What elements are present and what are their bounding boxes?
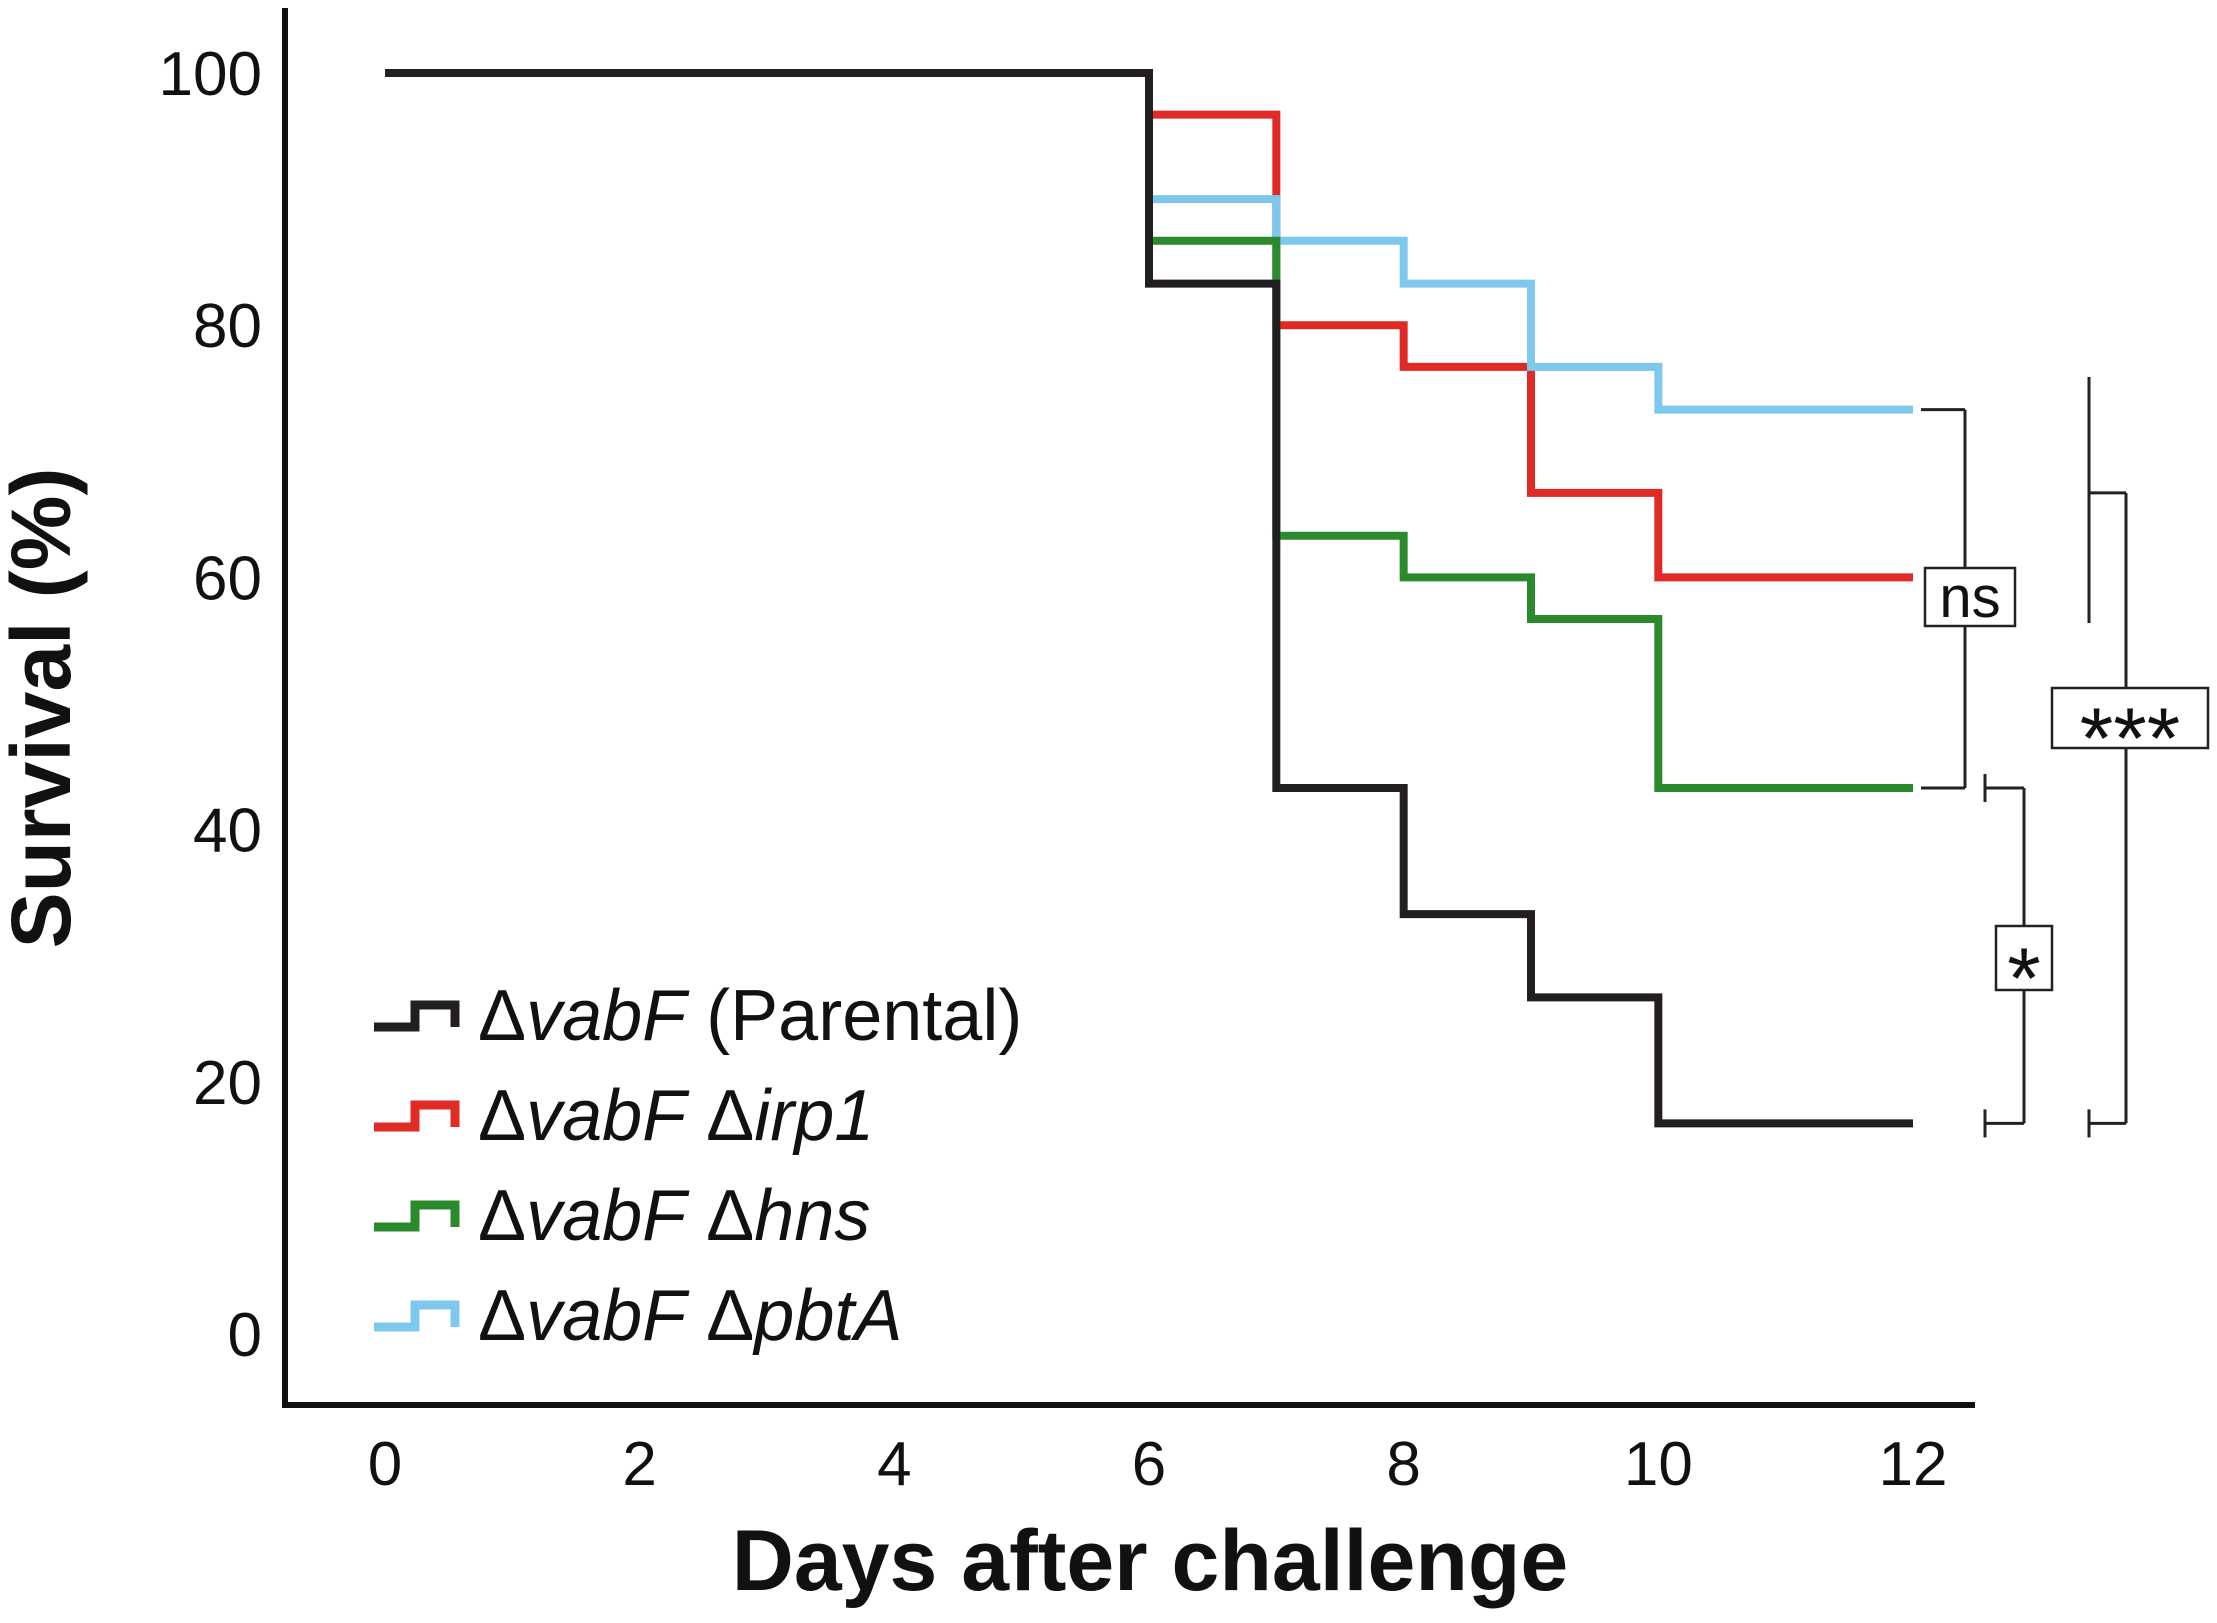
x-tick-label: 8 bbox=[1386, 1430, 1420, 1499]
legend-label: ΔvabF Δhns bbox=[478, 1176, 870, 1256]
significance-box bbox=[1994, 924, 2054, 992]
legend-label: ΔvabF Δirp1 bbox=[478, 1076, 874, 1156]
legend-label: ΔvabF (Parental) bbox=[478, 976, 1022, 1056]
y-tick-label: 100 bbox=[159, 40, 262, 109]
x-tick-label: 2 bbox=[622, 1430, 656, 1499]
legend-swatch bbox=[374, 1300, 460, 1332]
series-line bbox=[1149, 195, 1913, 414]
significance-box bbox=[1923, 566, 2017, 628]
significance-label: *** bbox=[2080, 691, 2180, 787]
series-layer bbox=[385, 69, 1913, 1128]
y-tick-label: 40 bbox=[193, 797, 262, 866]
y-tick-label: 80 bbox=[193, 292, 262, 361]
ticks-layer: 0 2 4 6 8 10 12 0 20 40 60 80 100 bbox=[159, 40, 1948, 1499]
legend-label: ΔvabF ΔpbtA bbox=[478, 1276, 902, 1356]
x-tick-label: 0 bbox=[368, 1430, 402, 1499]
series-line bbox=[385, 69, 1913, 1128]
y-tick-label: 60 bbox=[193, 544, 262, 613]
x-tick-label: 10 bbox=[1624, 1430, 1693, 1499]
axes bbox=[282, 8, 1975, 1408]
significance-annotations: ns**** bbox=[1921, 377, 2210, 1138]
y-tick-label: 0 bbox=[228, 1301, 262, 1370]
legend-swatch bbox=[374, 1200, 460, 1232]
x-axis-title: Days after challenge bbox=[732, 1513, 1568, 1609]
legend: ΔvabF (Parental) ΔvabF Δirp1 ΔvabF Δhns Δva… bbox=[374, 976, 1022, 1356]
legend-swatch bbox=[374, 1000, 460, 1032]
x-tick-label: 4 bbox=[877, 1430, 911, 1499]
x-tick-label: 12 bbox=[1879, 1430, 1948, 1499]
y-tick-label: 20 bbox=[193, 1049, 262, 1118]
legend-swatch bbox=[374, 1100, 460, 1132]
significance-label: * bbox=[2007, 931, 2040, 1027]
x-tick-label: 6 bbox=[1132, 1430, 1166, 1499]
significance-box bbox=[2050, 686, 2210, 750]
y-axis-title: Survival (%) bbox=[0, 468, 88, 949]
significance-label: ns bbox=[1939, 565, 2000, 630]
